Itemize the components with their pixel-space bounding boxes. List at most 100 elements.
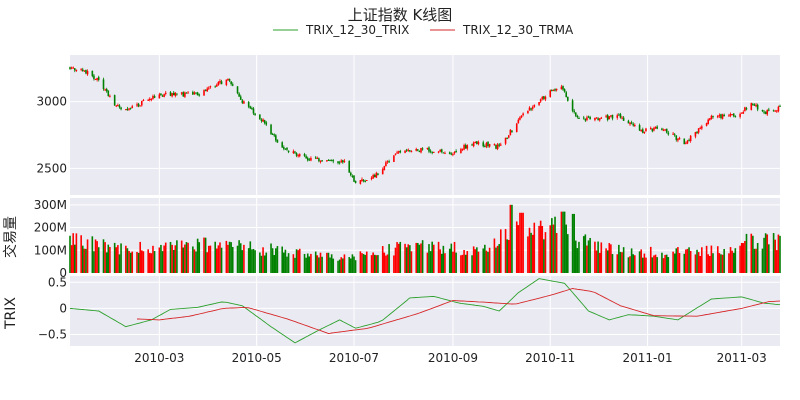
volume-bar [83, 248, 86, 273]
x-tick-label: 2011-03 [717, 351, 767, 365]
candle-body [126, 108, 129, 111]
candle-body [506, 137, 508, 139]
y-tick-label: 300M [34, 198, 67, 212]
candle-body [432, 151, 435, 153]
candle-body [755, 104, 757, 107]
volume-bar [129, 252, 132, 273]
volume-bar [755, 248, 757, 273]
candle-body [193, 92, 196, 95]
candle-body [342, 160, 344, 163]
candle-body [594, 117, 596, 121]
volume-bar [515, 221, 518, 273]
volume-bar [619, 251, 622, 273]
candle-body [370, 177, 373, 180]
candle-body [362, 179, 365, 181]
candle-body [630, 122, 633, 124]
candle-body [420, 148, 422, 153]
volume-bar [562, 211, 564, 273]
volume-bar [768, 244, 770, 273]
candle-body [308, 159, 311, 161]
volume-bar [271, 248, 274, 273]
candle-body [779, 105, 781, 107]
candle-body [69, 67, 71, 70]
volume-bar [506, 239, 508, 273]
candle-body [533, 104, 536, 107]
volume-bar [552, 224, 555, 273]
candle-body [96, 78, 98, 80]
volume-bar [321, 256, 323, 273]
candle-body [351, 175, 354, 177]
candle-body [327, 159, 330, 161]
volume-bar [196, 238, 199, 273]
volume-bar [263, 255, 266, 273]
candle-body [72, 67, 74, 69]
candle-body [697, 128, 700, 133]
volume-bar [453, 241, 456, 273]
volume-bar [153, 251, 156, 273]
volume-bar [388, 244, 390, 273]
volume-bar [672, 251, 674, 273]
volume-bar [370, 255, 373, 273]
candle-body [515, 123, 518, 133]
candle-body [437, 151, 440, 153]
volume-bar [364, 254, 366, 273]
volume-bar [708, 255, 711, 273]
candle-body [488, 144, 491, 147]
volume-bar [113, 242, 116, 273]
candle-body [708, 118, 711, 120]
volume-bar [689, 250, 692, 273]
candle-body [694, 131, 697, 137]
volume-bar [105, 252, 108, 273]
volume-bar [728, 253, 730, 273]
volume-bar [259, 252, 261, 273]
volume-bar [772, 233, 775, 273]
candle-body [610, 115, 612, 117]
candle-body [326, 160, 328, 162]
candle-body [418, 151, 421, 153]
candle-body [386, 161, 389, 163]
candle-body [766, 109, 769, 115]
candle-body [688, 139, 690, 141]
candle-body [729, 114, 732, 116]
volume-bar [519, 212, 521, 273]
volume-bar [418, 244, 421, 273]
volume-bar [651, 257, 654, 273]
candle-body [686, 140, 689, 144]
volume-bar [600, 242, 603, 273]
candle-body [549, 90, 552, 97]
candle-body [220, 81, 223, 85]
candle-body [383, 166, 386, 170]
volume-bar [220, 247, 223, 273]
volume-bar [673, 253, 676, 273]
candle-body [598, 118, 601, 121]
candle-body [507, 135, 510, 138]
candle-body [404, 150, 406, 153]
candle-body [429, 150, 432, 152]
x-tick-label: 2010-09 [428, 351, 478, 365]
volume-bar [265, 252, 268, 273]
candle-body [739, 113, 741, 117]
volume-bar [779, 235, 781, 273]
candle-body [463, 145, 465, 150]
candle-body [643, 131, 646, 134]
volume-bar [86, 239, 89, 273]
candle-body [172, 92, 175, 96]
volume-bar [551, 218, 553, 273]
candle-body [273, 134, 276, 136]
volume-bar [701, 247, 703, 273]
volume-bar [115, 247, 118, 273]
candle-body [752, 103, 754, 105]
volume-bar [198, 242, 201, 273]
volume-bar [305, 257, 307, 273]
volume-bar [527, 236, 529, 273]
candle-body [377, 173, 379, 175]
candle-body [554, 89, 556, 91]
volume-bar [594, 241, 596, 273]
volume-bar [409, 245, 411, 273]
candle-body [731, 114, 733, 116]
volume-bar [421, 240, 424, 273]
candle-body [286, 147, 288, 150]
candle-body [608, 116, 611, 120]
candle-body [259, 114, 261, 120]
volume-bar [254, 250, 256, 273]
